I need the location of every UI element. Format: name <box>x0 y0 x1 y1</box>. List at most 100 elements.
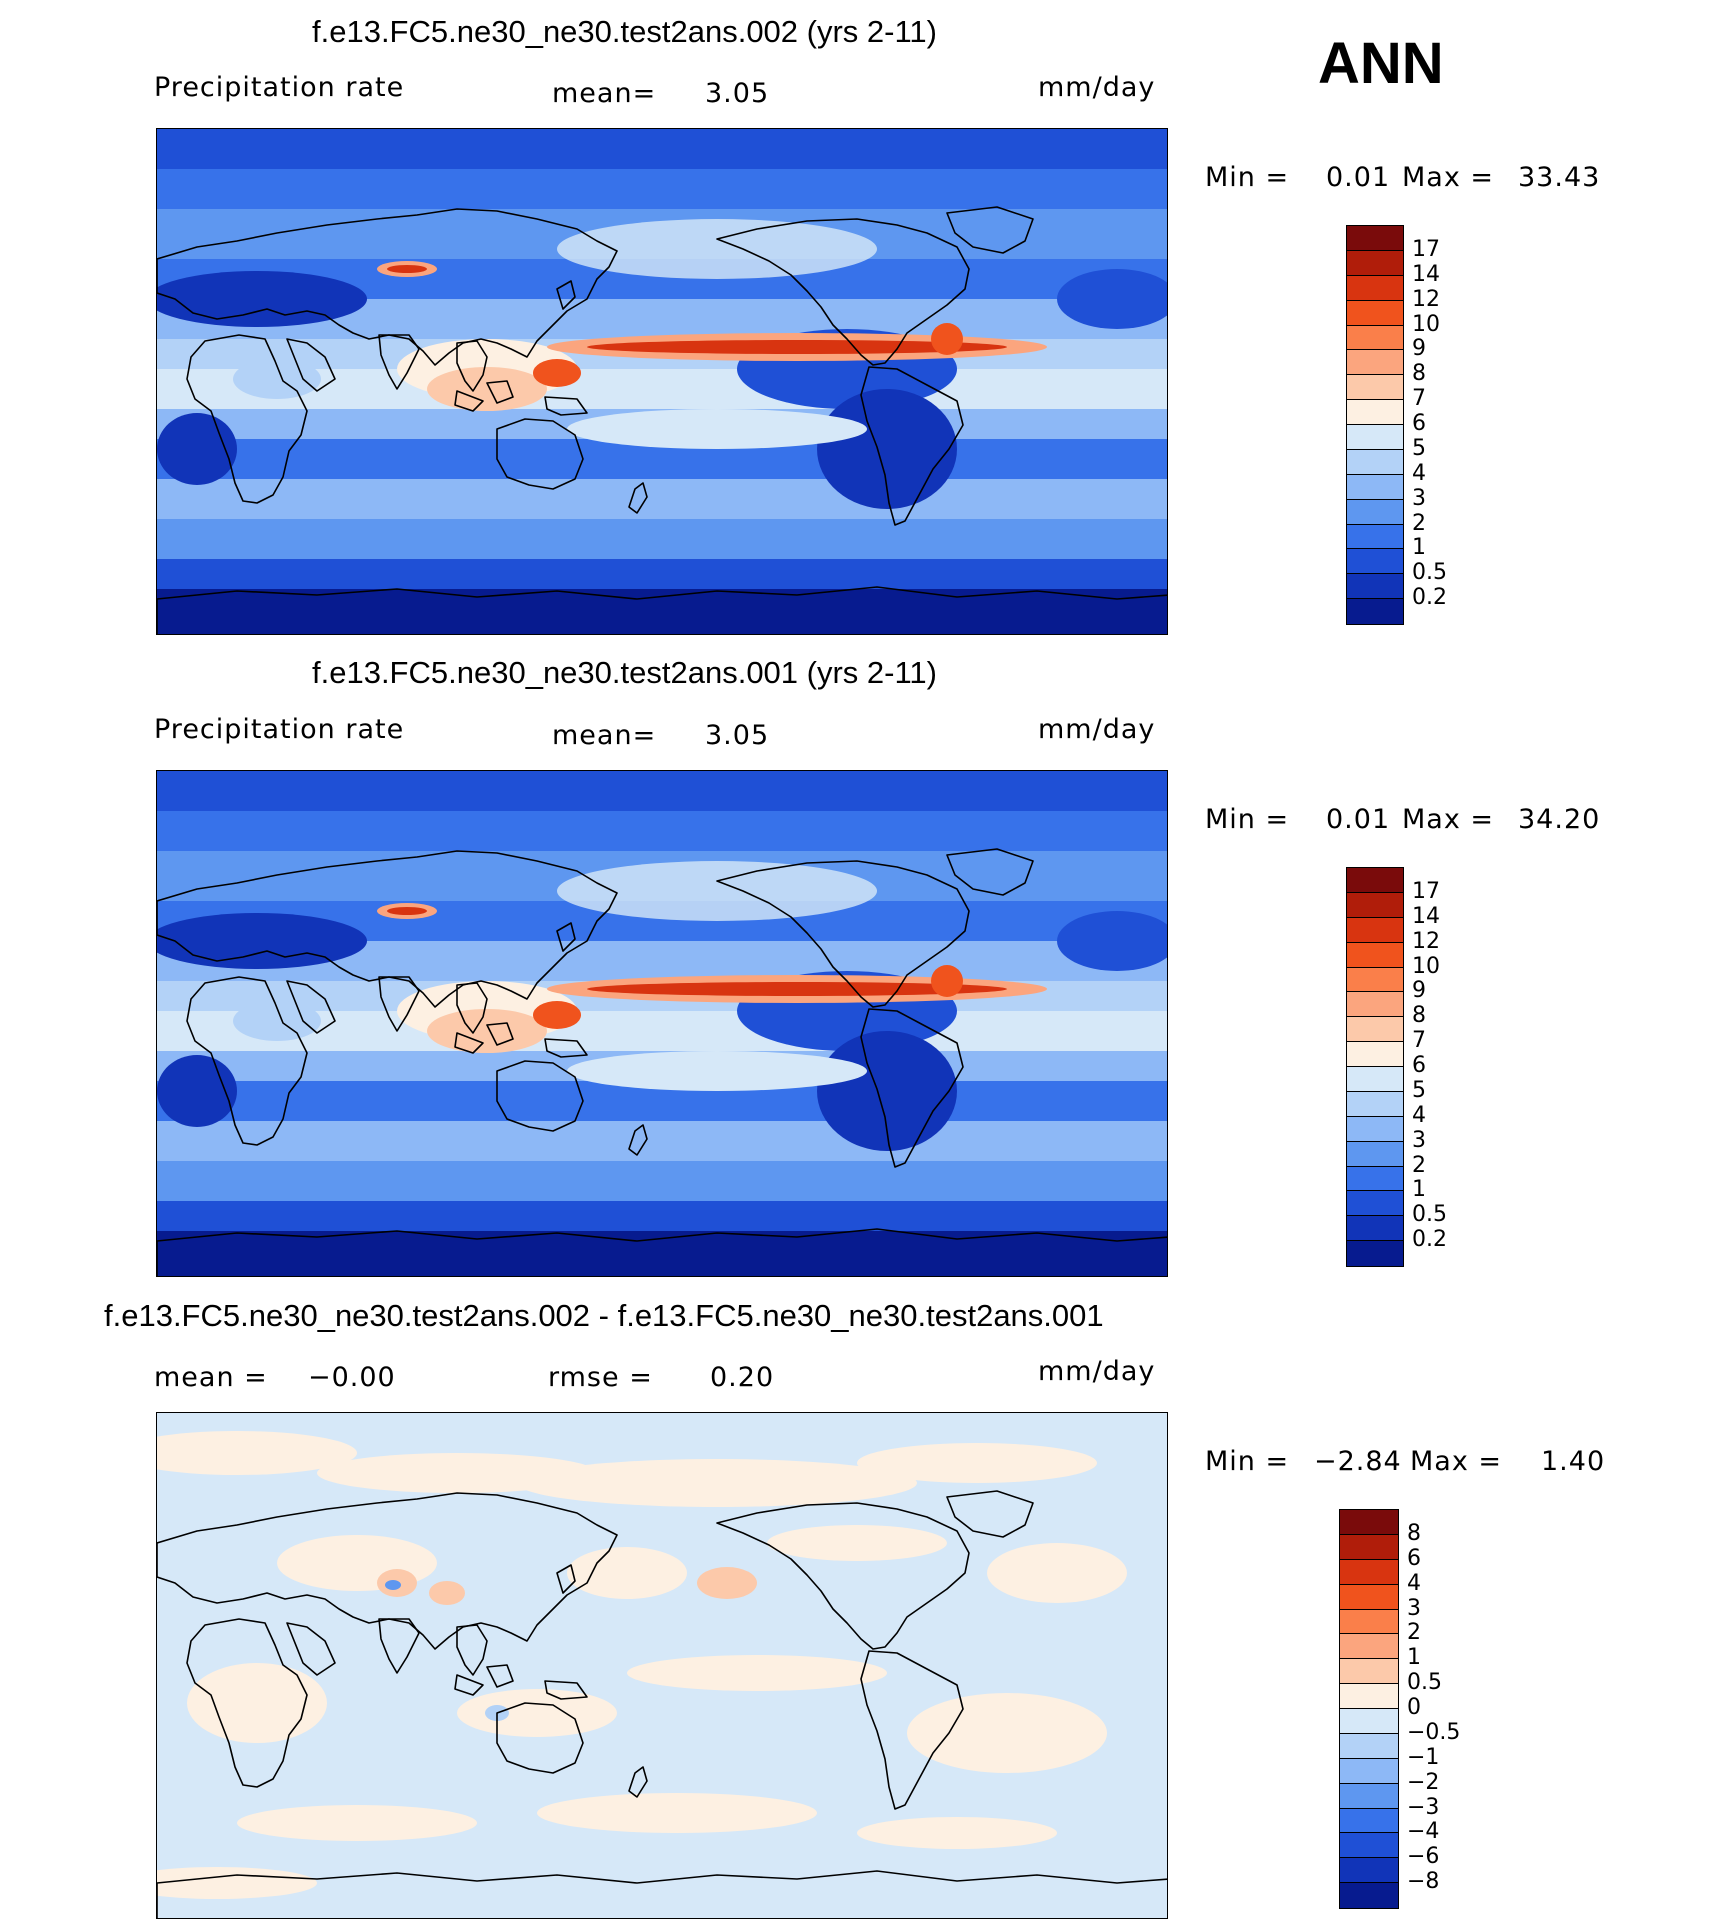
colorbar-tick-label: 3 <box>1412 1127 1426 1153</box>
colorbar-segment <box>1347 967 1403 993</box>
colorbar-tick-label: 1 <box>1412 1177 1426 1203</box>
panel-3-units: mm/day <box>1038 1356 1156 1387</box>
panel-3-min-label: Min = <box>1205 1446 1290 1477</box>
colorbar-tick-label: 10 <box>1412 311 1440 337</box>
colorbar-tick-label: 1 <box>1412 535 1426 561</box>
colorbar-segment <box>1347 892 1403 918</box>
panel-2-mean-value: 3.05 <box>705 720 770 751</box>
colorbar-tick-label: −6 <box>1407 1844 1440 1870</box>
colorbar-segment <box>1347 1191 1403 1217</box>
panel-1-min-value: 0.01 <box>1326 162 1391 193</box>
colorbar-tick-label: 5 <box>1412 1077 1426 1103</box>
colorbar-segment <box>1347 524 1403 550</box>
colorbar-tick-label: 17 <box>1412 236 1440 262</box>
colorbar-segment <box>1347 275 1403 301</box>
colorbar-segment <box>1347 1166 1403 1192</box>
colorbar-tick-label: 12 <box>1412 928 1440 954</box>
colorbar-tick-label: 0 <box>1407 1695 1421 1720</box>
colorbar-segment <box>1340 1883 1398 1908</box>
season-label: ANN <box>1318 31 1444 96</box>
panel-2-min-label: Min = <box>1205 804 1290 835</box>
colorbar-tick-label: 14 <box>1412 261 1440 287</box>
panel-2-colorbar <box>1346 867 1404 1267</box>
colorbar-segment <box>1347 917 1403 943</box>
colorbar-segment <box>1340 1609 1398 1635</box>
panel-1-colorbar <box>1346 225 1404 625</box>
colorbar-tick-label: 2 <box>1407 1620 1421 1646</box>
colorbar-tick-label: 8 <box>1412 1003 1426 1029</box>
panel-2-max-label: Max = <box>1402 804 1495 835</box>
colorbar-segment <box>1347 350 1403 376</box>
colorbar-segment <box>1347 942 1403 968</box>
colorbar-segment <box>1347 474 1403 500</box>
colorbar-segment <box>1347 1116 1403 1142</box>
colorbar-segment <box>1347 868 1403 893</box>
panel-3-mean-label: mean = <box>154 1362 268 1393</box>
colorbar-segment <box>1347 250 1403 276</box>
colorbar-tick-label: 6 <box>1412 1053 1426 1078</box>
colorbar-segment <box>1340 1808 1398 1834</box>
colorbar-segment <box>1347 449 1403 475</box>
colorbar-segment <box>1347 325 1403 351</box>
colorbar-segment <box>1340 1733 1398 1759</box>
colorbar-segment <box>1347 1241 1403 1266</box>
colorbar-segment <box>1347 992 1403 1018</box>
panel-1-mean-value: 3.05 <box>705 78 770 109</box>
colorbar-tick-label: 0.5 <box>1412 560 1447 586</box>
colorbar-tick-label: 4 <box>1412 460 1426 486</box>
panel-2-units: mm/day <box>1038 714 1156 745</box>
colorbar-tick-label: 2 <box>1412 1152 1426 1178</box>
colorbar-segment <box>1347 1216 1403 1242</box>
colorbar-tick-label: 5 <box>1412 435 1426 461</box>
panel-2-mean-label: mean= <box>552 720 657 751</box>
colorbar-tick-label: 6 <box>1412 411 1426 436</box>
colorbar-segment <box>1347 549 1403 575</box>
colorbar-segment <box>1340 1634 1398 1660</box>
colorbar-segment <box>1347 574 1403 600</box>
colorbar-tick-label: 7 <box>1412 386 1426 412</box>
colorbar-segment <box>1340 1584 1398 1610</box>
panel-1-min-label: Min = <box>1205 162 1290 193</box>
colorbar-tick-label: 8 <box>1407 1520 1421 1546</box>
panel-3-map <box>156 1412 1168 1919</box>
colorbar-segment <box>1340 1510 1398 1535</box>
colorbar-tick-label: 6 <box>1407 1545 1421 1571</box>
colorbar-segment <box>1347 599 1403 624</box>
colorbar-tick-label: −4 <box>1407 1819 1440 1845</box>
colorbar-tick-label: 0.5 <box>1407 1670 1442 1696</box>
colorbar-tick-label: 7 <box>1412 1028 1426 1054</box>
colorbar-tick-label: 8 <box>1412 361 1426 387</box>
colorbar-segment <box>1347 300 1403 326</box>
colorbar-tick-label: −1 <box>1407 1744 1440 1770</box>
colorbar-segment <box>1340 1758 1398 1784</box>
colorbar-tick-label: 12 <box>1412 286 1440 312</box>
panel-1-title: f.e13.FC5.ne30_ne30.test2ans.002 (yrs 2-… <box>312 14 937 49</box>
colorbar-tick-label: 3 <box>1407 1595 1421 1621</box>
colorbar-tick-label: 3 <box>1412 485 1426 511</box>
panel-3-max-label: Max = <box>1410 1446 1503 1477</box>
colorbar-tick-label: 17 <box>1412 878 1440 904</box>
colorbar-segment <box>1340 1684 1398 1709</box>
precip-map-1 <box>157 129 1167 634</box>
panel-3-mean-value: −0.00 <box>308 1362 396 1393</box>
diff-map <box>157 1413 1167 1918</box>
precip-map-2 <box>157 771 1167 1276</box>
colorbar-segment <box>1340 1659 1398 1685</box>
colorbar-segment <box>1347 1017 1403 1043</box>
panel-1-mean-label: mean= <box>552 78 657 109</box>
colorbar-tick-label: −8 <box>1407 1869 1440 1895</box>
colorbar-tick-label: 2 <box>1412 510 1426 536</box>
colorbar-segment <box>1340 1833 1398 1859</box>
colorbar-tick-label: 9 <box>1412 336 1426 362</box>
colorbar-segment <box>1347 226 1403 251</box>
panel-1-max-label: Max = <box>1402 162 1495 193</box>
panel-1-map <box>156 128 1168 635</box>
panel-3-rmse-label: rmse = <box>548 1362 653 1393</box>
colorbar-segment <box>1347 1067 1403 1092</box>
colorbar-tick-label: −0.5 <box>1407 1719 1461 1745</box>
colorbar-tick-label: 10 <box>1412 953 1440 979</box>
panel-1-max-value: 33.43 <box>1518 162 1601 193</box>
colorbar-tick-label: 4 <box>1412 1102 1426 1128</box>
colorbar-tick-label: 9 <box>1412 978 1426 1004</box>
panel-2-min-value: 0.01 <box>1326 804 1391 835</box>
